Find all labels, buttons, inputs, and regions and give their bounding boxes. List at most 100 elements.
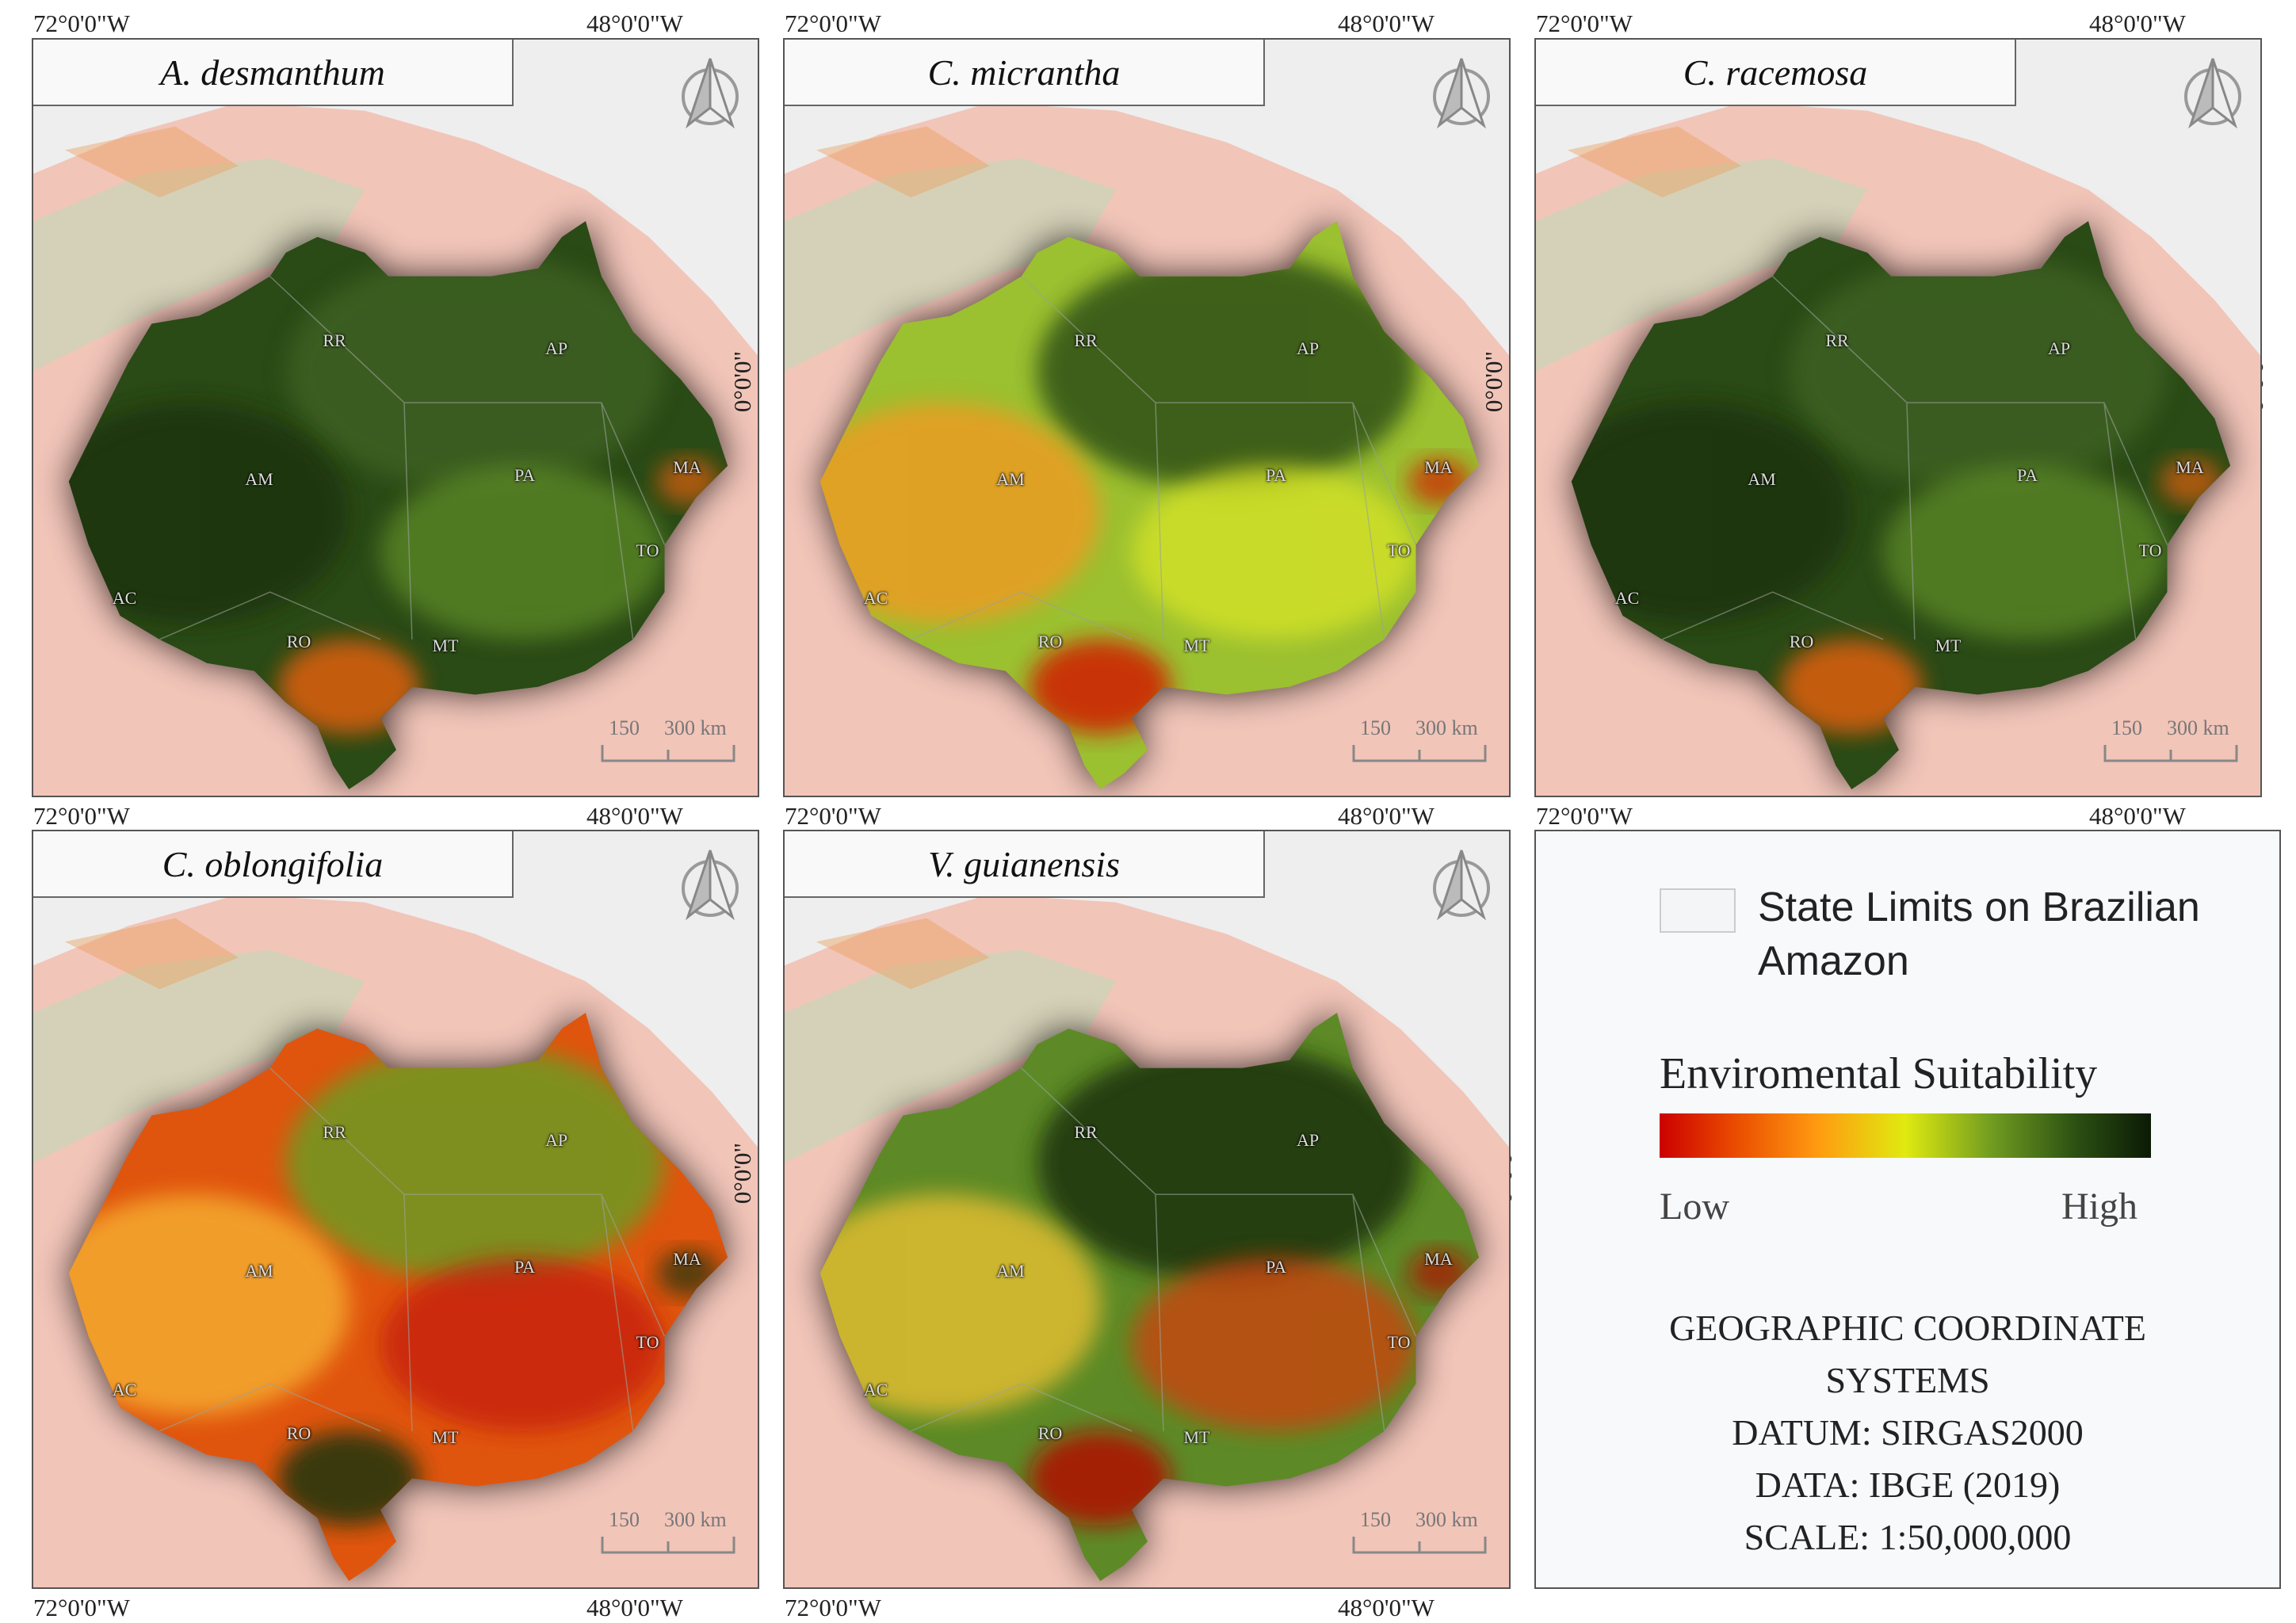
state-label-ma: MA <box>673 1249 701 1269</box>
state-label-mt: MT <box>1183 636 1210 655</box>
map-canvas <box>33 831 758 1587</box>
suitability-patches <box>1571 252 2223 735</box>
state-label-ac: AC <box>1614 588 1640 608</box>
state-label-ap: AP <box>544 338 568 358</box>
state-label-ro: RO <box>286 632 311 651</box>
scale-bar-line <box>2103 743 2238 764</box>
state-label-mt: MT <box>1935 636 1962 655</box>
lat-label-left: 0°0'0" <box>728 350 757 413</box>
state-boundaries <box>911 1067 1417 1432</box>
scale-label-150: 150 <box>609 716 640 739</box>
map-panel: RR AP AM PA MA TO AC RO MT C. racemosa 150 300 km <box>1534 38 2262 797</box>
state-boundaries <box>911 276 1417 640</box>
scale-label-150: 150 <box>1360 716 1391 739</box>
scale-label-300: 300 km <box>664 716 727 739</box>
lon-label-top-right: 48°0'0"W <box>1338 10 1435 37</box>
scale-text: SCALE: 1:50,000,000 <box>1744 1517 2072 1557</box>
background-green-area <box>785 158 1117 372</box>
suitability-patches <box>819 1044 1472 1526</box>
state-label-to: TO <box>636 1332 659 1352</box>
suitability-color-ramp <box>1660 1113 2151 1158</box>
north-arrow-icon <box>1430 55 1493 132</box>
lat-label-left: 0°0'0" <box>0 1142 6 1205</box>
state-label-to: TO <box>636 540 659 560</box>
lon-label-bottom-right: 48°0'0"W <box>2089 802 2186 830</box>
state-label-ac: AC <box>112 588 137 608</box>
scale-label-300: 300 km <box>1415 1508 1478 1531</box>
map-panel: RR AP AM PA MA TO AC RO MT C. oblongifolia 150 300 … <box>32 830 759 1589</box>
lon-label-top-right: 48°0'0"W <box>2089 10 2186 37</box>
scale-label-300: 300 km <box>664 1508 727 1531</box>
species-title-box: V. guianensis <box>785 831 1265 898</box>
background-orange-area <box>64 126 239 198</box>
scale-label-150: 150 <box>609 1508 640 1531</box>
state-boundaries <box>159 276 666 640</box>
state-boundaries <box>1662 276 2168 640</box>
state-label-rr: RR <box>323 1122 346 1142</box>
species-title: C. oblongifolia <box>162 843 384 884</box>
map-canvas <box>785 40 1509 796</box>
state-label-am: AM <box>245 1261 273 1281</box>
lon-label-bottom-left: 72°0'0"W <box>1536 802 1633 830</box>
legend-high-label: High <box>2061 1186 2137 1228</box>
scale-label-150: 150 <box>1360 1508 1391 1531</box>
state-label-ma: MA <box>2176 457 2204 477</box>
scale-bar-line <box>601 1535 735 1556</box>
lon-label-top-left: 72°0'0"W <box>33 10 130 37</box>
suitability-patches <box>819 252 1472 735</box>
crs-line-2: SYSTEMS <box>1825 1360 1990 1400</box>
state-label-pa: PA <box>1265 1257 1287 1277</box>
state-label-ro: RO <box>286 1423 311 1443</box>
north-arrow-icon <box>2181 55 2244 132</box>
lat-label-left: 0°0'0" <box>0 350 6 413</box>
lon-label-top-left: 72°0'0"W <box>785 10 881 37</box>
background-orange-area <box>64 918 239 990</box>
state-label-ro: RO <box>1789 632 1814 651</box>
map-canvas <box>785 831 1509 1587</box>
state-label-am: AM <box>996 469 1025 489</box>
lon-label-bottom-left: 72°0'0"W <box>785 1594 881 1621</box>
species-title: C. racemosa <box>1683 52 1868 93</box>
species-title-box: C. micrantha <box>785 40 1265 106</box>
datum-text: DATUM: SIRGAS2000 <box>1732 1412 2084 1453</box>
background-orange-area <box>1567 126 1741 198</box>
legend-low-label: Low <box>1660 1186 1729 1228</box>
state-boundaries <box>159 1067 666 1432</box>
state-label-ac: AC <box>863 1380 888 1400</box>
state-label-pa: PA <box>1265 465 1287 485</box>
state-label-ap: AP <box>1296 1130 1320 1150</box>
lon-label-bottom-right: 48°0'0"W <box>586 1594 683 1621</box>
scale-bar-line <box>1352 1535 1487 1556</box>
background-green-area <box>33 949 365 1163</box>
state-label-mt: MT <box>1183 1427 1210 1447</box>
map-canvas <box>1536 40 2260 796</box>
suitability-patches <box>68 252 720 735</box>
legend-panel: State Limits on Brazilian Amazon Envirom… <box>1534 830 2281 1589</box>
state-label-rr: RR <box>1074 1122 1098 1142</box>
species-title: A. desmanthum <box>160 52 385 93</box>
state-label-pa: PA <box>514 465 536 485</box>
state-label-pa: PA <box>514 1257 536 1277</box>
north-arrow-icon <box>678 55 742 132</box>
lon-label-bottom-right: 48°0'0"W <box>586 802 683 830</box>
suitability-patches <box>68 1044 720 1526</box>
background-green-area <box>33 158 365 372</box>
map-panel: RR AP AM PA MA TO AC RO MT C. micrantha 150 300 km <box>783 38 1511 797</box>
background-green-area <box>1536 158 1868 372</box>
species-title: V. guianensis <box>928 843 1120 884</box>
state-label-mt: MT <box>432 1427 459 1447</box>
scale-label-300: 300 km <box>2167 716 2229 739</box>
lon-label-bottom-left: 72°0'0"W <box>785 802 881 830</box>
state-label-ap: AP <box>2047 338 2071 358</box>
map-canvas <box>33 40 758 796</box>
lat-label-left: 0°0'0" <box>1480 350 1508 413</box>
state-label-am: AM <box>1748 469 1776 489</box>
state-label-am: AM <box>245 469 273 489</box>
lon-label-bottom-right: 48°0'0"W <box>1338 1594 1435 1621</box>
species-title-box: A. desmanthum <box>33 40 514 106</box>
state-label-rr: RR <box>323 330 346 350</box>
species-title-box: C. racemosa <box>1536 40 2016 106</box>
state-limits-label: State Limits on Brazilian Amazon <box>1758 884 2200 984</box>
state-label-to: TO <box>1387 1332 1411 1352</box>
background-green-area <box>785 949 1117 1163</box>
